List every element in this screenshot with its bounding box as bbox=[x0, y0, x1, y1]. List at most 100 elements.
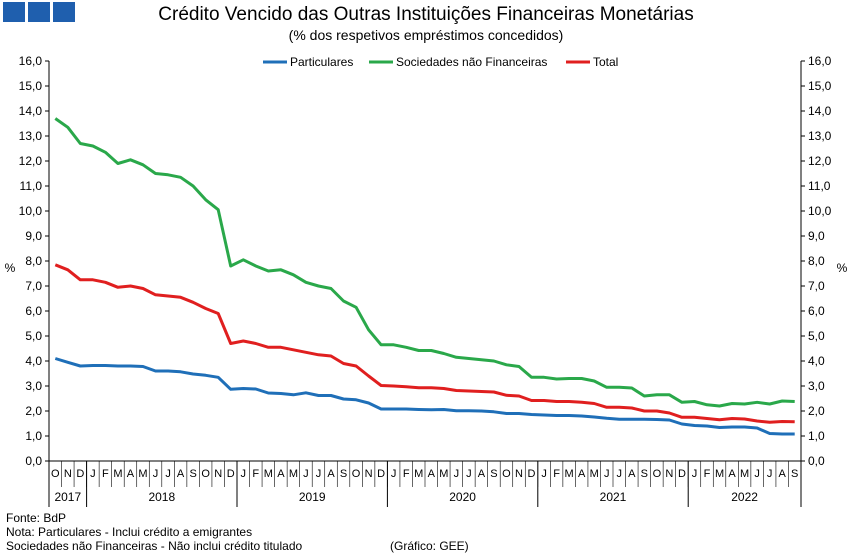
x-month-label: M bbox=[715, 468, 724, 480]
y-tick-label-right: 1,0 bbox=[808, 429, 825, 443]
x-year-label: 2022 bbox=[731, 490, 758, 504]
x-month-label: O bbox=[653, 468, 662, 480]
x-month-label: N bbox=[365, 468, 373, 480]
x-year-label: 2020 bbox=[449, 490, 476, 504]
chart-subtitle: (% dos respetivos empréstimos concedidos… bbox=[288, 27, 564, 43]
legend-label-2: Total bbox=[593, 55, 618, 69]
series-line-2 bbox=[54, 263, 795, 424]
x-month-label: M bbox=[138, 468, 147, 480]
x-month-label: M bbox=[113, 468, 122, 480]
legend-label-0: Particulares bbox=[290, 55, 353, 69]
y-axis-label-left: % bbox=[5, 261, 16, 275]
logo-square-2 bbox=[28, 2, 50, 22]
y-tick-label-left: 1,0 bbox=[25, 429, 42, 443]
x-month-label: S bbox=[641, 468, 648, 480]
x-month-label: A bbox=[628, 468, 636, 480]
x-month-label: J bbox=[466, 468, 472, 480]
x-month-label: A bbox=[177, 468, 185, 480]
x-month-label: D bbox=[528, 468, 536, 480]
x-month-label: A bbox=[728, 468, 736, 480]
x-month-label: A bbox=[127, 468, 135, 480]
x-month-label: D bbox=[227, 468, 235, 480]
x-month-label: A bbox=[327, 468, 335, 480]
footer-note-2: Sociedades não Financeiras - Não inclui … bbox=[6, 539, 303, 553]
y-tick-label-right: 10,0 bbox=[808, 204, 832, 218]
x-month-label: A bbox=[277, 468, 285, 480]
x-year-label: 2017 bbox=[54, 490, 81, 504]
x-month-label: A bbox=[779, 468, 787, 480]
x-month-label: J bbox=[316, 468, 322, 480]
x-month-label: N bbox=[64, 468, 72, 480]
x-month-label: J bbox=[241, 468, 247, 480]
y-tick-label-left: 9,0 bbox=[25, 229, 42, 243]
x-month-label: F bbox=[403, 468, 410, 480]
y-axis-label-right: % bbox=[837, 261, 848, 275]
x-month-label: N bbox=[515, 468, 523, 480]
x-year-label: 2018 bbox=[148, 490, 175, 504]
y-tick-label-left: 16,0 bbox=[19, 54, 43, 68]
y-tick-label-left: 11,0 bbox=[20, 179, 43, 193]
x-month-label: S bbox=[340, 468, 347, 480]
x-month-label: M bbox=[565, 468, 574, 480]
y-tick-label-left: 2,0 bbox=[25, 404, 42, 418]
y-tick-label-right: 16,0 bbox=[808, 54, 832, 68]
series-line-1 bbox=[54, 117, 795, 408]
logo-square-1 bbox=[3, 2, 25, 22]
y-tick-label-right: 0,0 bbox=[808, 454, 825, 468]
y-tick-label-right: 15,0 bbox=[808, 79, 832, 93]
y-tick-label-left: 4,0 bbox=[25, 354, 42, 368]
x-month-label: M bbox=[439, 468, 448, 480]
y-tick-label-left: 6,0 bbox=[25, 304, 42, 318]
y-tick-label-right: 12,0 bbox=[808, 154, 832, 168]
y-tick-label-right: 6,0 bbox=[808, 304, 825, 318]
x-month-label: S bbox=[791, 468, 798, 480]
footer-credit: (Gráfico: GEE) bbox=[390, 539, 469, 553]
x-month-label: O bbox=[201, 468, 210, 480]
y-tick-label-left: 3,0 bbox=[25, 379, 42, 393]
x-month-label: D bbox=[377, 468, 385, 480]
y-tick-label-right: 8,0 bbox=[808, 254, 825, 268]
x-year-label: 2019 bbox=[299, 490, 326, 504]
x-month-label: J bbox=[541, 468, 547, 480]
x-month-label: A bbox=[478, 468, 486, 480]
x-month-label: M bbox=[590, 468, 599, 480]
x-month-label: F bbox=[704, 468, 711, 480]
y-tick-label-left: 8,0 bbox=[25, 254, 42, 268]
legend-label-1: Sociedades não Financeiras bbox=[396, 55, 547, 69]
x-month-label: D bbox=[76, 468, 84, 480]
x-month-label: J bbox=[90, 468, 96, 480]
x-month-label: J bbox=[692, 468, 698, 480]
y-tick-label-right: 14,0 bbox=[808, 104, 832, 118]
x-month-label: F bbox=[102, 468, 109, 480]
x-month-label: M bbox=[414, 468, 423, 480]
x-month-label: A bbox=[578, 468, 586, 480]
y-tick-label-left: 13,0 bbox=[19, 129, 43, 143]
x-month-label: F bbox=[252, 468, 259, 480]
x-month-label: F bbox=[553, 468, 560, 480]
x-month-label: J bbox=[303, 468, 309, 480]
x-month-label: J bbox=[454, 468, 460, 480]
x-month-label: M bbox=[264, 468, 273, 480]
y-tick-label-left: 12,0 bbox=[19, 154, 43, 168]
x-month-label: O bbox=[51, 468, 60, 480]
x-month-label: O bbox=[502, 468, 511, 480]
x-month-label: D bbox=[678, 468, 686, 480]
y-tick-label-left: 5,0 bbox=[25, 329, 42, 343]
x-month-label: J bbox=[153, 468, 159, 480]
series-line-0 bbox=[54, 357, 795, 436]
y-tick-label-left: 14,0 bbox=[19, 104, 43, 118]
footer-source: Fonte: BdP bbox=[6, 511, 67, 525]
x-month-label: N bbox=[214, 468, 222, 480]
y-tick-label-left: 10,0 bbox=[19, 204, 43, 218]
x-month-label: N bbox=[665, 468, 673, 480]
y-tick-label-right: 13,0 bbox=[808, 129, 832, 143]
x-month-label: J bbox=[754, 468, 760, 480]
x-year-label: 2021 bbox=[600, 490, 627, 504]
y-tick-label-right: 3,0 bbox=[808, 379, 825, 393]
y-tick-label-left: 7,0 bbox=[25, 279, 42, 293]
y-tick-label-right: 5,0 bbox=[808, 329, 825, 343]
x-month-label: S bbox=[490, 468, 497, 480]
y-tick-label-left: 15,0 bbox=[19, 79, 43, 93]
y-tick-label-right: 2,0 bbox=[808, 404, 825, 418]
